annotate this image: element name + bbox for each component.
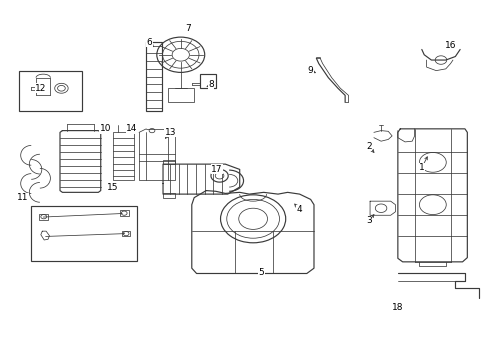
- Text: 12: 12: [35, 84, 46, 93]
- Bar: [40, 214, 48, 220]
- Bar: [163, 160, 175, 164]
- Text: 5: 5: [258, 268, 264, 277]
- Bar: [120, 210, 128, 216]
- Text: 14: 14: [126, 124, 137, 133]
- Text: 2: 2: [366, 142, 371, 151]
- Bar: [167, 88, 194, 102]
- Text: 4: 4: [296, 206, 302, 215]
- Bar: [163, 193, 175, 198]
- Bar: [19, 71, 81, 111]
- Bar: [112, 132, 134, 180]
- Bar: [31, 206, 137, 261]
- Text: 9: 9: [307, 66, 313, 75]
- Text: 17: 17: [211, 165, 223, 174]
- Bar: [146, 42, 161, 111]
- Bar: [200, 74, 215, 87]
- Text: 6: 6: [146, 38, 152, 47]
- Text: 18: 18: [391, 303, 403, 312]
- Text: 3: 3: [366, 216, 371, 225]
- Text: 1: 1: [418, 163, 424, 172]
- Text: 13: 13: [164, 128, 176, 137]
- Text: 8: 8: [208, 80, 213, 89]
- Text: 10: 10: [100, 124, 111, 133]
- Text: 16: 16: [444, 41, 455, 50]
- Text: 15: 15: [107, 183, 118, 192]
- Bar: [122, 231, 130, 237]
- Text: 11: 11: [17, 193, 28, 202]
- Text: 7: 7: [184, 24, 190, 33]
